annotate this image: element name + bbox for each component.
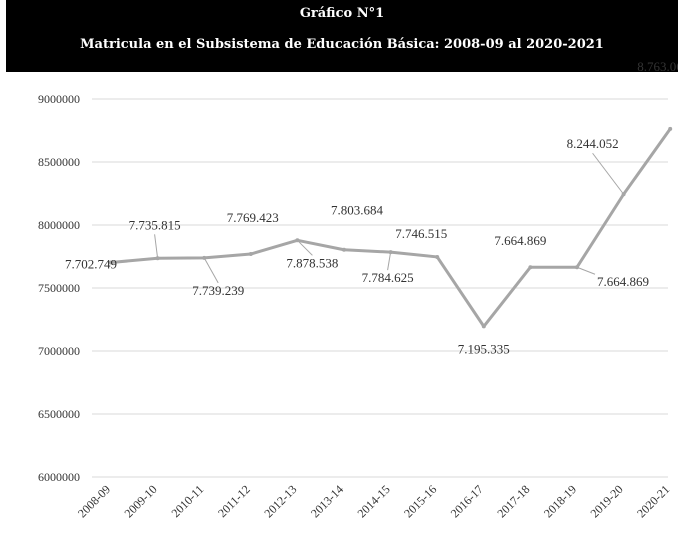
x-tick-label: 2016-17: [448, 482, 486, 520]
label-leader: [592, 152, 624, 195]
x-tick-label: 2011-12: [215, 482, 253, 520]
y-tick-label: 6000000: [38, 470, 80, 484]
x-tick-label: 2018-19: [541, 482, 579, 520]
x-tick-label: 2019-20: [588, 482, 626, 520]
data-point: [109, 260, 113, 265]
data-label: 7.195.335: [458, 341, 510, 356]
data-label: 7.664.869: [597, 274, 649, 289]
x-tick-label: 2014-15: [355, 482, 393, 520]
label-leader: [297, 239, 313, 256]
data-label: 7.739.239: [192, 283, 244, 298]
y-tick-label: 8500000: [38, 155, 80, 169]
data-label: 8.244.052: [567, 136, 619, 151]
y-tick-label: 6500000: [38, 407, 80, 421]
data-label: 7.769.423: [227, 210, 279, 225]
data-point: [342, 247, 346, 252]
x-tick-label: 2015-16: [401, 482, 439, 520]
label-leader: [203, 257, 219, 284]
chart-title: Gráfico N°1: [299, 6, 385, 21]
data-label: 7.878.538: [286, 255, 338, 270]
data-label: 7.784.625: [362, 270, 414, 285]
data-point: [668, 126, 673, 131]
x-tick-label: 2020-21: [634, 482, 672, 520]
data-point: [248, 252, 253, 257]
data-label: 8.763.066: [637, 59, 678, 74]
y-tick-label: 8000000: [38, 218, 80, 232]
x-tick-label: 2010-11: [168, 482, 206, 520]
chart-header: Gráfico N°1 Matricula en el Subsistema d…: [6, 0, 678, 72]
x-tick-label: 2009-10: [122, 482, 160, 520]
x-tick-label: 2013-14: [308, 482, 346, 520]
data-point: [481, 324, 486, 329]
x-tick-label: 2017-18: [494, 482, 532, 520]
x-tick-label: 2012-13: [261, 482, 299, 520]
data-label: 7.702.749: [65, 256, 117, 271]
data-label: 7.746.515: [395, 226, 447, 241]
label-leader: [154, 234, 159, 259]
label-leader: [576, 266, 596, 275]
data-label: 7.735.815: [129, 217, 181, 232]
data-label: 7.664.869: [494, 233, 546, 248]
data-point: [528, 265, 533, 270]
y-tick-label: 7500000: [38, 281, 80, 295]
data-point: [435, 254, 440, 259]
y-tick-label: 7000000: [38, 344, 80, 358]
y-tick-label: 9000000: [38, 92, 80, 106]
x-tick-label: 2008-09: [75, 482, 113, 520]
data-label: 7.803.684: [331, 203, 384, 218]
label-leader: [387, 252, 392, 271]
chart-subtitle: Matricula en el Subsistema de Educación …: [80, 37, 604, 52]
